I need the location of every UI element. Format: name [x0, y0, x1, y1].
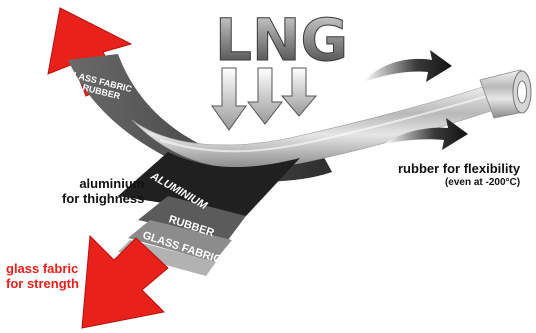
lng-down-arrow-icon	[211, 67, 318, 131]
lng-heading: LNG	[215, 6, 348, 74]
caption-aluminium-line1: aluminium	[79, 176, 145, 191]
caption-rubber-line2: (even at -200°C)	[444, 176, 521, 188]
caption-aluminium-line2: for thighness	[62, 190, 145, 206]
hose-roll-icon	[479, 69, 532, 119]
caption-aluminium: aluminium for thighness	[62, 176, 145, 207]
caption-rubber-line1: rubber for flexibility	[398, 161, 521, 176]
layer-stack	[118, 152, 300, 276]
caption-glass-fabric-line2: for strength	[6, 275, 79, 291]
caption-glass-fabric-line1: glass fabric	[6, 261, 79, 276]
caption-rubber: rubber for flexibility (even at -200°C)	[398, 161, 521, 188]
red-arrow-icon	[81, 234, 169, 329]
flow-arrow-icon	[364, 50, 452, 82]
flow-arrow-icon	[384, 118, 468, 150]
caption-glass-fabric: glass fabric for strength	[6, 261, 79, 292]
